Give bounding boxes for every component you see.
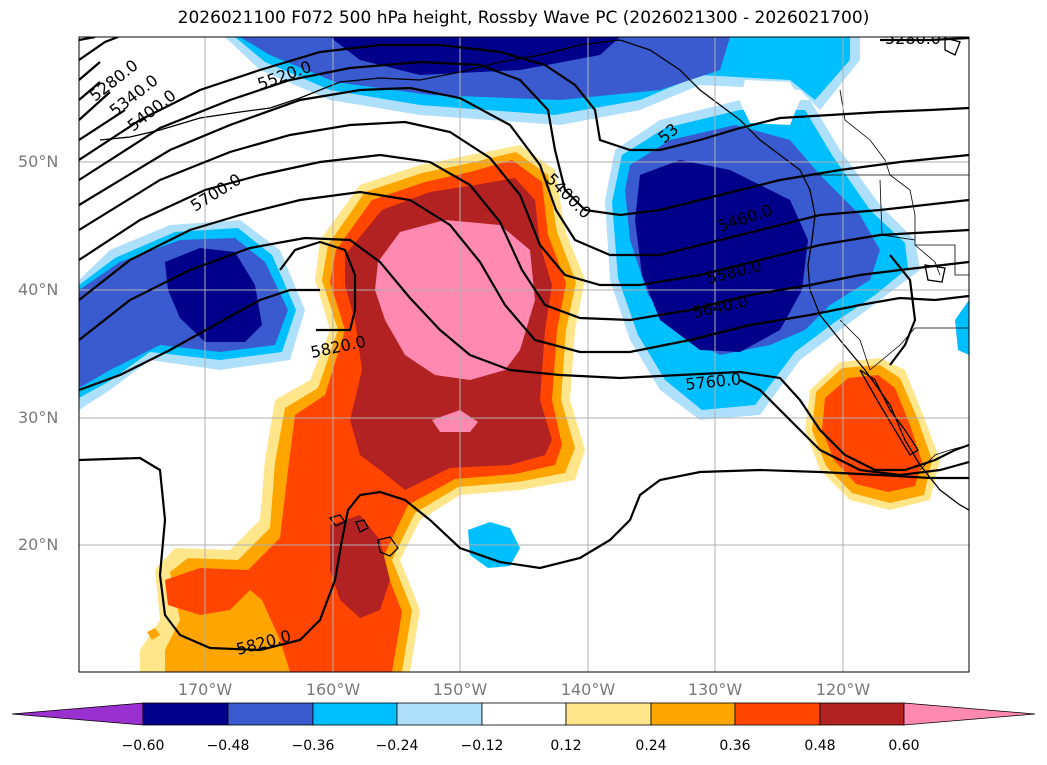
colorbar-segment bbox=[312, 702, 398, 726]
gridlines bbox=[79, 37, 969, 672]
colorbar-tick: −0.60 bbox=[121, 738, 165, 754]
colorbar-segment bbox=[650, 702, 736, 726]
colorbar-segment bbox=[565, 702, 652, 726]
positive-anomaly-central-ridge bbox=[140, 145, 585, 672]
lon-label-130w: 130°W bbox=[687, 680, 743, 699]
colorbar-segment bbox=[142, 702, 229, 726]
colorbar-segment bbox=[819, 702, 905, 726]
colorbar-segment bbox=[227, 702, 314, 726]
coastlines bbox=[99, 37, 969, 557]
colorbar-segment bbox=[734, 702, 821, 726]
lon-label-160w: 160°W bbox=[305, 680, 361, 699]
colorbar-extend-high bbox=[903, 702, 1036, 726]
colorbar-tick: 0.24 bbox=[635, 738, 667, 754]
negative-anomaly-small-coast bbox=[955, 300, 969, 355]
colorbar-segment bbox=[396, 702, 483, 726]
height-contours bbox=[79, 37, 969, 652]
colorbar-extend-low bbox=[11, 702, 144, 726]
map-frame bbox=[78, 36, 970, 673]
positive-anomaly-speck bbox=[147, 628, 160, 640]
lat-label-30n: 30°N bbox=[18, 408, 59, 427]
colorbar-tick: 0.12 bbox=[550, 738, 582, 754]
lat-label-50n: 50°N bbox=[18, 152, 59, 171]
lon-label-150w: 150°W bbox=[432, 680, 488, 699]
figure-title: 2026021100 F072 500 hPa height, Rossby W… bbox=[177, 8, 870, 28]
colorbar-tick: −0.24 bbox=[375, 738, 419, 754]
lat-label-20n: 20°N bbox=[18, 535, 59, 554]
colorbar-tick: −0.12 bbox=[460, 738, 504, 754]
lon-label-170w: 170°W bbox=[177, 680, 233, 699]
colorbar-tick: 0.36 bbox=[719, 738, 751, 754]
colorbar-tick: 0.48 bbox=[804, 738, 836, 754]
colorbar bbox=[11, 702, 1036, 726]
negative-anomaly-west bbox=[79, 220, 305, 410]
colorbar-segment bbox=[481, 702, 567, 726]
negative-anomaly-north-band bbox=[225, 37, 860, 125]
map-area: 5280.0 5340.0 5400.0 5520.0 5700.0 5820.… bbox=[79, 29, 969, 672]
lon-label-120w: 120°W bbox=[815, 680, 871, 699]
colorbar-tick: 0.60 bbox=[888, 738, 920, 754]
colorbar-tick: −0.48 bbox=[206, 738, 250, 754]
lon-label-140w: 140°W bbox=[560, 680, 616, 699]
contour-label: 5280.0 bbox=[885, 29, 941, 48]
lat-label-40n: 40°N bbox=[18, 280, 59, 299]
colorbar-tick: −0.36 bbox=[291, 738, 335, 754]
